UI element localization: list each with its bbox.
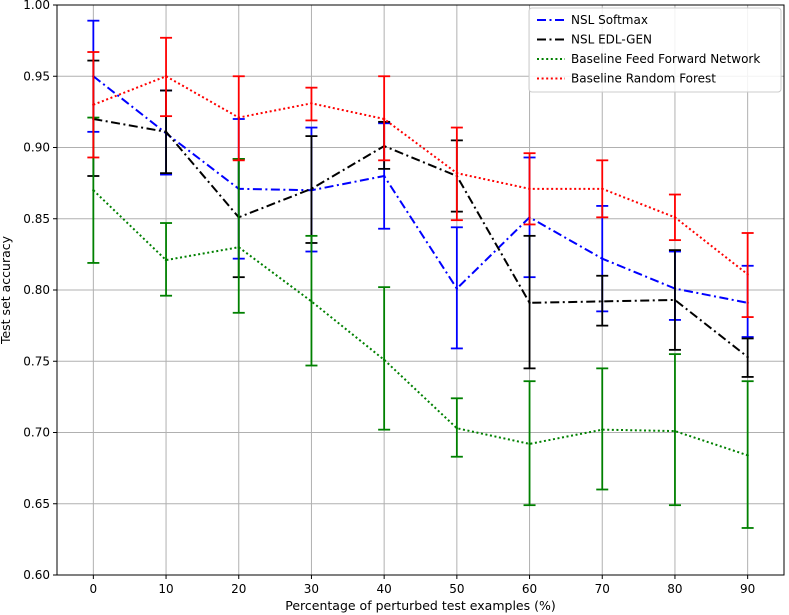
y-tick-label: 0.80 [23, 283, 50, 297]
data-point [382, 358, 386, 362]
legend-label: Baseline Feed Forward Network [571, 52, 760, 66]
data-point [601, 257, 604, 260]
data-point [237, 246, 240, 249]
legend-label: NSL Softmax [571, 13, 648, 27]
data-point [455, 171, 459, 175]
legend-box [528, 7, 782, 93]
data-point [601, 300, 604, 303]
x-tick-label: 80 [667, 582, 682, 596]
x-tick-label: 60 [522, 582, 537, 596]
x-tick-label: 70 [595, 582, 610, 596]
x-tick-label: 90 [740, 582, 755, 596]
y-tick-label: 0.70 [23, 426, 50, 440]
x-axis-label: Percentage of perturbed test examples (%… [285, 598, 555, 613]
data-point [673, 429, 677, 433]
y-tick-label: 0.85 [23, 212, 50, 226]
y-tick-label: 0.65 [23, 497, 50, 511]
data-point [382, 117, 386, 121]
series-line [92, 75, 749, 276]
y-tick-label: 0.90 [23, 141, 50, 155]
data-point [92, 103, 95, 106]
y-tick-label: 0.75 [23, 354, 50, 368]
data-point [746, 454, 749, 457]
y-tick-label: 0.60 [23, 568, 50, 582]
data-point [455, 287, 459, 290]
data-point [237, 116, 240, 119]
data-point [673, 298, 677, 302]
x-tick-label: 0 [90, 582, 98, 596]
series-2 [87, 116, 754, 529]
data-point [310, 300, 313, 303]
x-tick-label: 20 [231, 582, 246, 596]
data-point [164, 130, 168, 134]
data-point [673, 216, 677, 219]
series-3 [87, 36, 754, 318]
data-point [528, 301, 531, 305]
data-point [601, 428, 604, 431]
legend-label: NSL EDL-GEN [571, 33, 652, 47]
series-line [92, 75, 748, 304]
y-axis: 0.60 0.65 0.70 0.75 0.80 0.85 0.90 0.95 1.00 [23, 0, 57, 582]
y-tick-label: 0.95 [23, 69, 50, 83]
x-tick-label: 10 [158, 582, 173, 596]
data-point [310, 102, 313, 105]
series-line [93, 118, 749, 358]
y-axis-label: Test set accuracy [0, 235, 13, 345]
x-tick-label: 50 [449, 582, 464, 596]
data-point [92, 189, 95, 192]
series-layer [87, 19, 754, 529]
data-point [382, 174, 386, 178]
y-tick-label: 1.00 [23, 0, 50, 12]
x-tick-label: 40 [377, 582, 392, 596]
legend-label: Baseline Random Forest [571, 72, 716, 86]
legend: NSL Softmax NSL EDL-GEN Baseline Feed Forw… [528, 7, 782, 93]
data-point [455, 427, 459, 430]
data-point [746, 273, 749, 276]
x-axis: 0 10 20 30 40 50 60 70 80 90 [90, 575, 755, 596]
data-point [528, 187, 531, 191]
data-point [164, 75, 168, 78]
data-point [601, 187, 604, 191]
data-point [746, 355, 749, 359]
data-point [310, 187, 313, 191]
x-tick-label: 30 [304, 582, 319, 596]
data-point [528, 442, 531, 446]
data-point [164, 258, 168, 262]
